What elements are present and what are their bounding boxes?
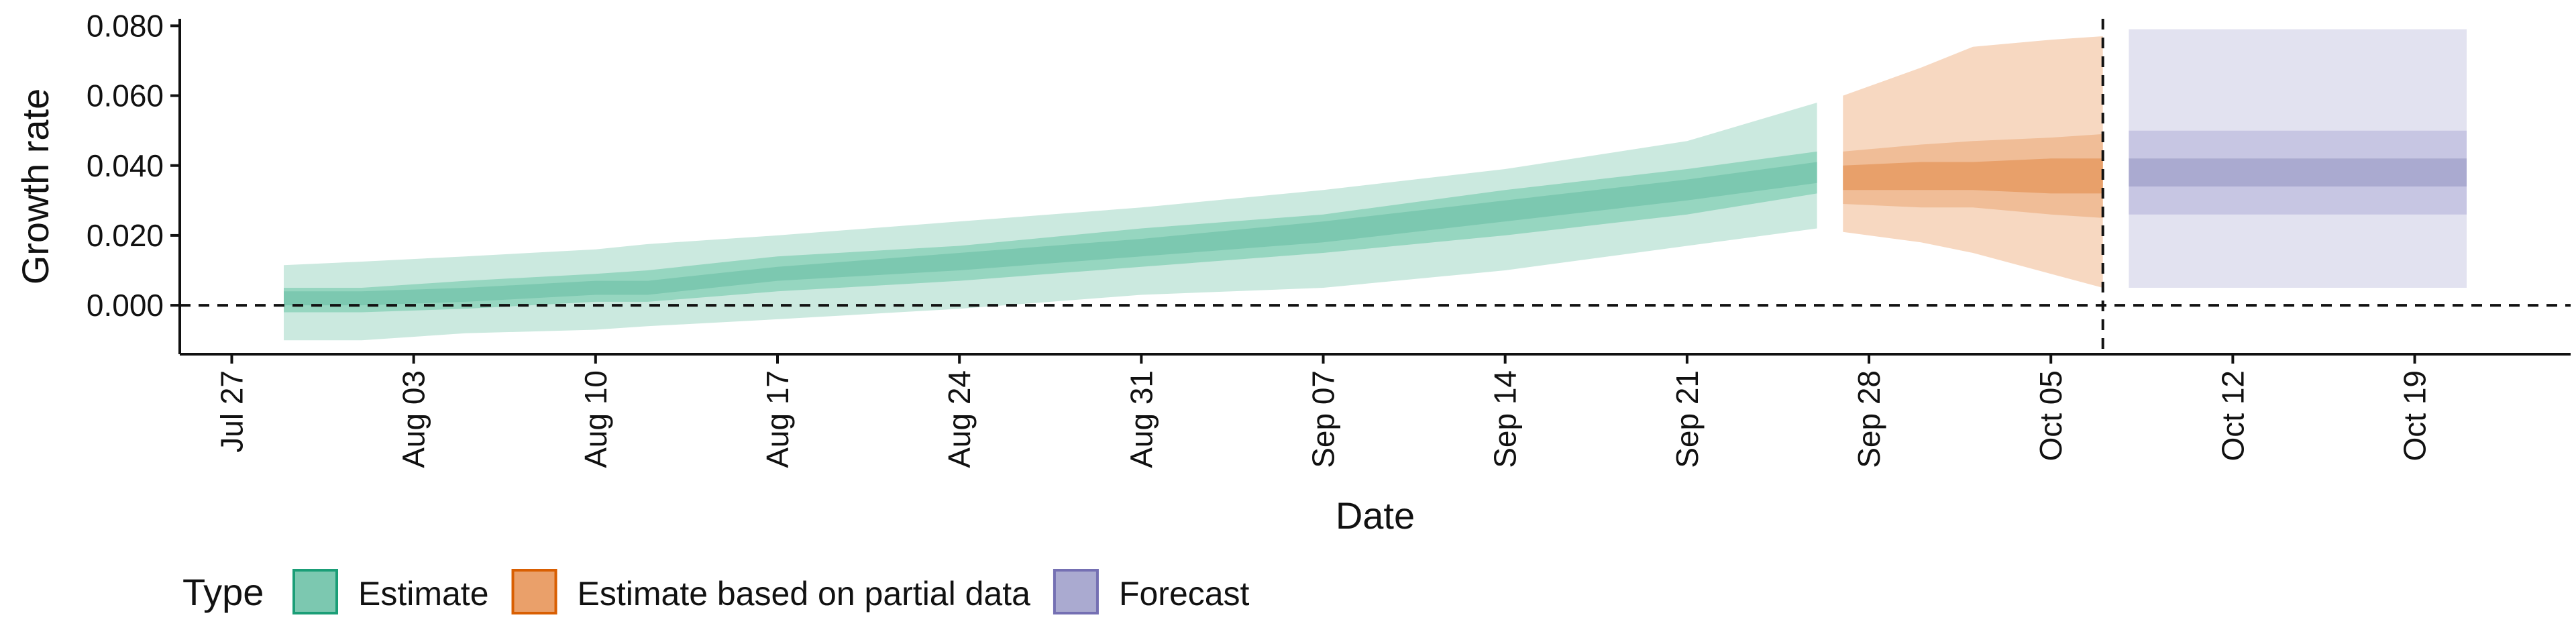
bands-layer [284, 29, 2467, 341]
legend-label-estimate-based-on-partial-data: Estimate based on partial data [578, 575, 1031, 612]
estimate-ci20-band [284, 162, 1817, 306]
x-tick-label: Oct 19 [2398, 370, 2432, 462]
y-tick-label: 0.080 [87, 8, 164, 43]
legend-swatch-estimate-based-on-partial-data [511, 569, 557, 614]
legend-swatch-forecast [1053, 569, 1099, 614]
axes-layer [170, 19, 2571, 364]
y-tick-label: 0.060 [87, 78, 164, 113]
forecast-ci20-band [2129, 158, 2467, 186]
x-tick-label: Aug 10 [578, 370, 613, 468]
reference-lines-layer [180, 19, 2571, 354]
y-tick-label: 0.020 [87, 218, 164, 253]
x-axis-title: Date [1336, 494, 1415, 537]
legend: Type Estimate Estimate based on partial da… [182, 569, 1250, 614]
legend-title: Type [182, 571, 264, 613]
x-tick-label: Sep 21 [1670, 370, 1705, 468]
x-tick-label: Oct 05 [2033, 370, 2068, 462]
x-tick-label: Aug 03 [396, 370, 431, 468]
x-tick-label: Jul 27 [214, 370, 249, 453]
x-tick-label: Aug 31 [1124, 370, 1159, 468]
x-tick-label: Sep 14 [1488, 370, 1523, 468]
x-tick-label: Sep 07 [1306, 370, 1341, 468]
x-tick-label: Sep 28 [1851, 370, 1886, 468]
x-tick-label: Oct 12 [2215, 370, 2250, 462]
labels-layer: 0.000 0.020 0.040 0.060 0.080 Jul 27 Aug 03 Aug… [14, 8, 2432, 537]
estimate-ci50-band [284, 151, 1817, 313]
x-tick-label: Aug 24 [942, 370, 977, 468]
y-axis-title: Growth rate [14, 89, 56, 285]
estimate-based-on-partial-data-ci20-band [1843, 158, 2103, 194]
y-tick-label: 0.040 [87, 148, 164, 183]
y-tick-label: 0.000 [87, 288, 164, 323]
legend-label-forecast: Forecast [1119, 575, 1250, 612]
x-tick-label: Aug 17 [760, 370, 795, 468]
legend-swatch-estimate [292, 569, 338, 614]
legend-label-estimate: Estimate [358, 575, 489, 612]
